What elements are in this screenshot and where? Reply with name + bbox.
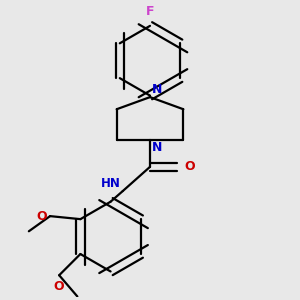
Text: F: F — [146, 5, 154, 18]
Text: O: O — [185, 160, 196, 173]
Text: N: N — [152, 141, 162, 154]
Text: O: O — [54, 280, 64, 293]
Text: O: O — [36, 210, 47, 223]
Text: HN: HN — [101, 177, 121, 190]
Text: N: N — [152, 82, 162, 96]
